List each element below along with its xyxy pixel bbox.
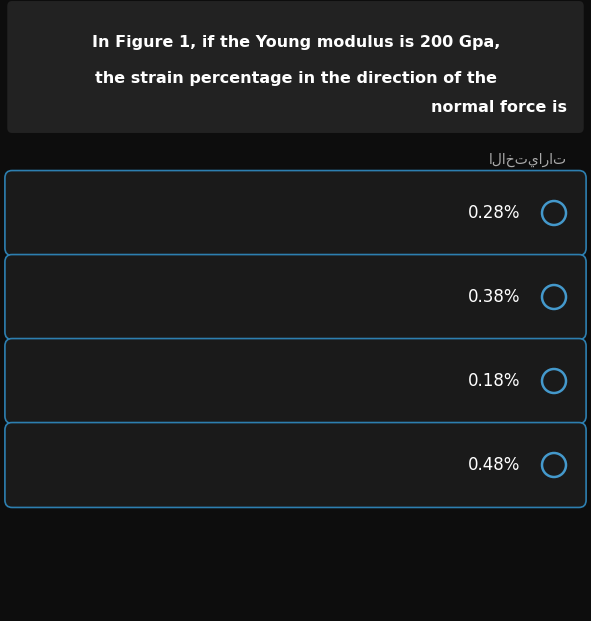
FancyBboxPatch shape [7,1,584,133]
Text: normal force is: normal force is [431,101,567,116]
FancyBboxPatch shape [5,422,586,507]
FancyBboxPatch shape [5,255,586,340]
Text: 0.28%: 0.28% [467,204,520,222]
Text: In Figure 1, if the Young modulus is 200 Gpa,: In Figure 1, if the Young modulus is 200… [92,35,500,50]
Text: الاختيارات: الاختيارات [489,153,567,167]
FancyBboxPatch shape [5,171,586,255]
Text: 0.18%: 0.18% [467,372,520,390]
Text: 0.48%: 0.48% [467,456,520,474]
FancyBboxPatch shape [5,338,586,424]
Text: the strain percentage in the direction of the: the strain percentage in the direction o… [95,71,497,86]
Text: 0.38%: 0.38% [467,288,520,306]
